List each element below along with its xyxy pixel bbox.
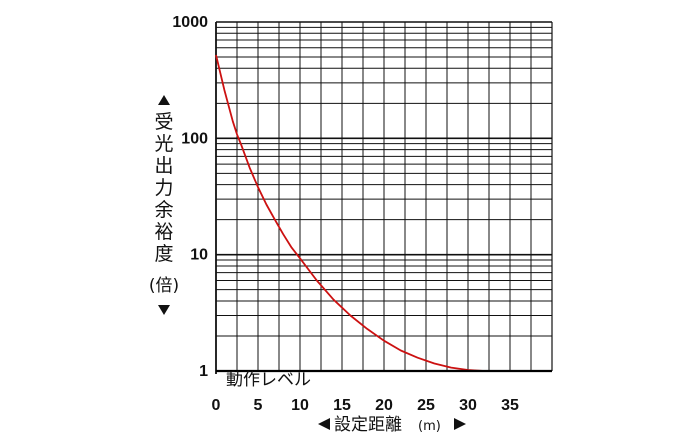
x-tick-label: 20 [375, 397, 393, 414]
operation-level-label: 動作レベル [226, 370, 311, 390]
plot-frame [215, 21, 553, 374]
y-up-arrow-icon [158, 95, 170, 105]
x-tick-labels: 0 5 10 15 20 25 30 35 [212, 397, 519, 414]
y-axis-unit: (倍) [148, 276, 180, 296]
y-tick-label: 1000 [172, 14, 208, 31]
y-axis-label: 受 光 出 力 余 裕 度 (倍) [144, 95, 184, 315]
x-axis-unit: (m) [418, 419, 441, 434]
series-line [215, 54, 485, 372]
y-down-arrow-icon [158, 305, 170, 315]
x-tick-label: 15 [333, 397, 351, 414]
y-axis-label-char: 出 [154, 155, 174, 177]
series-group [215, 54, 485, 372]
y-tick-label: 10 [190, 247, 208, 264]
x-right-arrow-icon [454, 418, 466, 430]
y-tick-labels: 1 10 100 1000 [172, 14, 208, 380]
x-tick-label: 10 [291, 397, 309, 414]
y-axis-label-char: 受 [154, 111, 174, 133]
y-axis-label-char: 裕 [154, 221, 174, 243]
x-axis-label: 設定距離 [334, 415, 402, 434]
x-tick-label: 35 [501, 397, 519, 414]
x-tick-label: 5 [254, 397, 263, 414]
y-tick-label: 1 [199, 363, 208, 380]
y-tick-label: 100 [181, 130, 208, 147]
x-tick-label: 0 [212, 397, 221, 414]
x-tick-label: 25 [417, 397, 435, 414]
y-axis-label-char: 力 [154, 177, 174, 199]
y-axis-label-char: 余 [154, 199, 174, 221]
x-tick-label: 30 [459, 397, 477, 414]
x-left-arrow-icon [318, 418, 330, 430]
grid [216, 22, 552, 371]
y-axis-label-char: 度 [154, 243, 174, 265]
y-axis-label-char: 光 [154, 133, 174, 155]
